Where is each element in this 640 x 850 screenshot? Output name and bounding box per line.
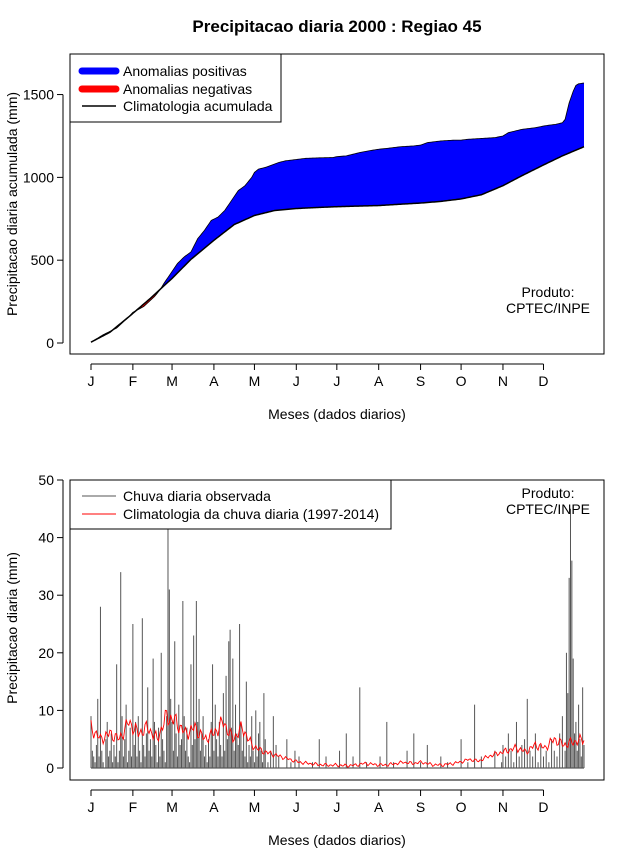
y-tick-label: 30 <box>38 587 54 603</box>
bottom-x-axis-label: Meses (dados diarios) <box>268 832 406 848</box>
y-tick-label: 10 <box>38 702 54 718</box>
y-tick-label: 50 <box>38 472 54 488</box>
bottom-annotation-line-2: CPTEC/INPE <box>506 501 590 517</box>
x-tick-label-J: J <box>88 373 95 389</box>
top-y-axis-label: Precipitacao diaria acumulada (mm) <box>4 92 20 316</box>
top-annotation-line-2: CPTEC/INPE <box>506 300 590 316</box>
climatology-cumulative-line <box>90 146 585 343</box>
x-tick-label-J: J <box>88 799 95 815</box>
x-tick-label-O: O <box>456 799 467 815</box>
x-tick-label-F: F <box>129 373 138 389</box>
x-tick-label-S: S <box>416 373 425 389</box>
x-tick-label-O: O <box>456 373 467 389</box>
chart-title: Precipitacao diaria 2000 : Regiao 45 <box>192 17 481 36</box>
x-tick-label-F: F <box>129 799 138 815</box>
top-legend: Anomalias positivas Anomalias negativas … <box>69 53 282 123</box>
x-tick-label-D: D <box>538 373 548 389</box>
legend-label-negative: Anomalias negativas <box>123 81 252 97</box>
top-annotation-line-1: Produto: <box>522 284 575 300</box>
x-tick-label-M: M <box>249 373 261 389</box>
x-tick-label-J: J <box>333 373 340 389</box>
x-tick-label-A: A <box>209 799 219 815</box>
x-tick-label-N: N <box>498 373 508 389</box>
legend-label-climatology: Climatologia acumulada <box>123 98 273 114</box>
x-tick-label-M: M <box>249 799 261 815</box>
observed-cumulative-line <box>90 82 585 343</box>
bottom-chart: J F M A M J J A S O N D 0 10 20 30 40 50 Meses (dados dia… <box>4 472 605 848</box>
y-tick-label: 1000 <box>23 169 54 185</box>
bottom-legend-box <box>69 479 392 530</box>
y-tick-label: 40 <box>38 530 54 546</box>
bottom-legend: Chuva diaria observada Climatologia da c… <box>69 479 392 530</box>
y-tick-label: 20 <box>38 645 54 661</box>
bottom-annotation-line-1: Produto: <box>522 485 575 501</box>
x-tick-label-D: D <box>538 799 548 815</box>
legend-label-positive: Anomalias positivas <box>123 63 247 79</box>
x-tick-label-M: M <box>166 373 178 389</box>
x-tick-label-S: S <box>416 799 425 815</box>
legend-label-observed: Chuva diaria observada <box>123 488 271 504</box>
positive-anomaly-area <box>91 82 584 343</box>
x-tick-label-A: A <box>209 373 219 389</box>
daily-climatology-line <box>90 709 585 768</box>
bottom-y-axis-label: Precipitacao diaria (mm) <box>4 552 20 704</box>
x-tick-label-J: J <box>293 373 300 389</box>
y-tick-label: 0 <box>46 760 54 776</box>
y-tick-label: 0 <box>46 335 54 351</box>
x-tick-label-A: A <box>374 373 384 389</box>
x-tick-label-J: J <box>293 799 300 815</box>
top-plot-frame <box>69 53 605 355</box>
x-tick-label-A: A <box>374 799 384 815</box>
top-chart: J F M A M J J A S O N D 0 500 1000 1500 Meses (dados di… <box>4 53 605 422</box>
y-tick-label: 500 <box>31 252 55 268</box>
x-tick-label-M: M <box>166 799 178 815</box>
y-tick-label: 1500 <box>23 87 54 103</box>
top-x-axis-label: Meses (dados diarios) <box>268 406 406 422</box>
legend-label-climatology-daily: Climatologia da chuva diaria (1997-2014) <box>123 506 379 522</box>
x-tick-label-J: J <box>333 799 340 815</box>
x-tick-label-N: N <box>498 799 508 815</box>
